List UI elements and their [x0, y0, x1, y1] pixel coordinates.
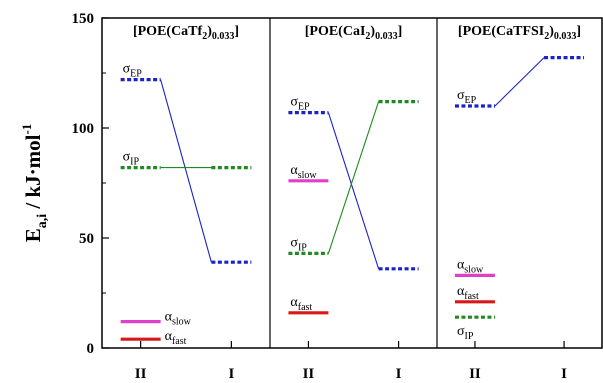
y-axis-label: Ea,i / kJ·mol-1: [19, 124, 50, 243]
label-σEP: σEP: [290, 95, 310, 113]
panel-title: [POE(CaTFSI2)0.033]: [458, 24, 581, 42]
connector-σIP: [327, 101, 380, 254]
label-αslow: αslow: [457, 257, 484, 275]
label-σIP: σIP: [457, 324, 474, 342]
y-tick-label: 50: [79, 231, 94, 247]
x-tick-label: II: [135, 366, 147, 382]
connector-σEP: [327, 112, 380, 269]
label-σIP: σIP: [123, 150, 140, 168]
x-tick-label: I: [561, 366, 567, 382]
label-σEP: σEP: [123, 62, 143, 80]
y-tick-label: 150: [72, 11, 95, 27]
axes-layer: [101, 17, 603, 349]
label-σEP: σEP: [457, 88, 477, 106]
y-tick-label: 100: [72, 121, 95, 137]
label-αslow: αslow: [165, 310, 192, 328]
label-αfast: αfast: [290, 295, 312, 313]
x-tick-label: I: [228, 366, 234, 382]
label-αfast: αfast: [457, 284, 479, 302]
x-tick-label: II: [303, 366, 315, 382]
x-tick-label: II: [469, 366, 481, 382]
marks-layer: [120, 55, 585, 341]
connector-σEP: [160, 79, 212, 263]
label-αslow: αslow: [290, 163, 317, 181]
panel-title: [POE(CaTf2)0.033]: [133, 24, 239, 42]
connector-σEP: [494, 57, 545, 107]
panel-title: [POE(CaI2)0.033]: [305, 24, 403, 42]
labels-layer: 0 50 100 150 Ea,i / kJ·mol-1 [POE(CaTf2)0.033…: [19, 11, 581, 382]
x-tick-label: I: [396, 366, 402, 382]
label-σIP: σIP: [290, 235, 307, 253]
label-αfast: αfast: [165, 329, 187, 347]
y-tick-label: 0: [87, 341, 95, 357]
